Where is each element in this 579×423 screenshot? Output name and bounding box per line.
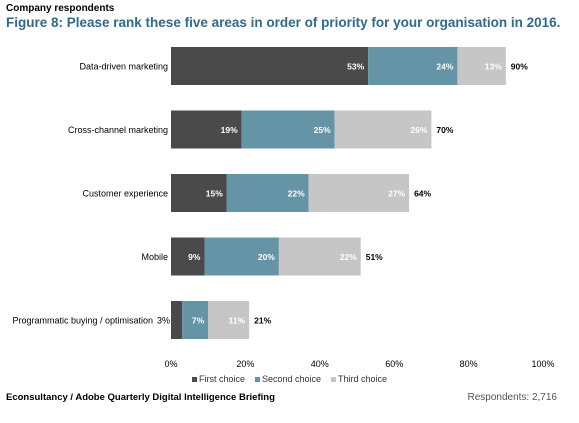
bar-segment-mobile-second-choice [204, 237, 279, 276]
total-label-data-driven-marketing: 90% [511, 62, 528, 72]
legend-swatch-first [191, 376, 197, 382]
bar-segment-customer-experience-first-choice [171, 174, 227, 212]
total-label-mobile: 51% [366, 252, 383, 262]
data-label-mobile-second-choice: 20% [258, 252, 275, 262]
chart-title: Figure 8: Please rank these five areas i… [6, 15, 561, 30]
bar-segment-programmatic-buying-optimisation-third-choice [208, 301, 250, 339]
x-tick-label-3: 60% [385, 359, 403, 369]
legend-swatch-third [331, 376, 337, 382]
data-label-cross-channel-marketing-first-choice: 19% [221, 125, 238, 135]
legend-swatch-second [254, 376, 260, 382]
legend-item-third-choice: Third choice [331, 374, 387, 384]
data-label-customer-experience-first-choice: 15% [206, 189, 223, 199]
chart-subtitle: Company respondents [6, 3, 115, 14]
bar-segment-data-driven-marketing-second-choice [368, 47, 458, 85]
legend-label-third: Third choice [338, 374, 388, 384]
category-label-customer-experience: Customer experience [82, 189, 168, 199]
bar-segment-mobile-first-choice [171, 237, 205, 276]
bar-segment-programmatic-buying-optimisation-second-choice [182, 301, 209, 339]
data-label-customer-experience-third-choice: 27% [388, 189, 405, 199]
legend-item-first-choice: First choice [191, 374, 245, 384]
x-tick-label-1: 20% [236, 359, 254, 369]
respondents-count: Respondents: 2,716 [467, 392, 557, 403]
category-label-mobile: Mobile [141, 252, 168, 262]
data-label-data-driven-marketing-second-choice: 24% [436, 62, 453, 72]
x-tick-label-2: 40% [311, 359, 329, 369]
bar-segment-customer-experience-third-choice [308, 174, 410, 212]
bar-segment-programmatic-buying-optimisation-first-choice [171, 301, 183, 339]
bar-segment-customer-experience-second-choice [226, 174, 309, 212]
total-label-programmatic-buying-optimisation: 21% [254, 316, 271, 326]
bar-segment-cross-channel-marketing-third-choice [334, 110, 432, 149]
bar-segment-data-driven-marketing-first-choice [171, 47, 369, 85]
data-label-cross-channel-marketing-third-choice: 26% [410, 125, 427, 135]
category-label-programmatic-buying-optimisation: Programmatic buying / optimisation [12, 316, 153, 326]
bar-segment-data-driven-marketing-third-choice [457, 47, 506, 85]
data-label-programmatic-buying-optimisation-first-choice: 3% [157, 316, 170, 326]
data-label-data-driven-marketing-third-choice: 13% [485, 62, 502, 72]
legend-item-second-choice: Second choice [254, 374, 322, 384]
legend-label-second: Second choice [261, 374, 322, 384]
total-label-customer-experience: 64% [414, 189, 431, 199]
legend-label-first: First choice [198, 374, 245, 384]
x-tick-label-5: 100% [531, 359, 554, 369]
data-label-cross-channel-marketing-second-choice: 25% [314, 125, 331, 135]
data-label-customer-experience-second-choice: 22% [288, 189, 305, 199]
category-label-data-driven-marketing: Data-driven marketing [79, 62, 168, 72]
data-label-programmatic-buying-optimisation-second-choice: 7% [192, 316, 205, 326]
bar-segment-mobile-third-choice [278, 237, 361, 276]
total-label-cross-channel-marketing: 70% [436, 125, 453, 135]
data-label-data-driven-marketing-first-choice: 53% [347, 62, 364, 72]
chart-legend: First choice Second choice Third choice [0, 374, 579, 384]
category-label-cross-channel-marketing: Cross-channel marketing [68, 125, 168, 135]
data-label-programmatic-buying-optimisation-third-choice: 11% [229, 316, 246, 326]
data-label-mobile-first-choice: 9% [188, 252, 201, 262]
x-tick-label-4: 80% [460, 359, 478, 369]
bar-segment-cross-channel-marketing-first-choice [171, 110, 242, 149]
source-note: Econsultancy / Adobe Quarterly Digital I… [6, 392, 275, 403]
x-tick-label-0: 0% [164, 359, 177, 369]
bar-segment-cross-channel-marketing-second-choice [241, 110, 335, 149]
data-label-mobile-third-choice: 22% [340, 252, 357, 262]
